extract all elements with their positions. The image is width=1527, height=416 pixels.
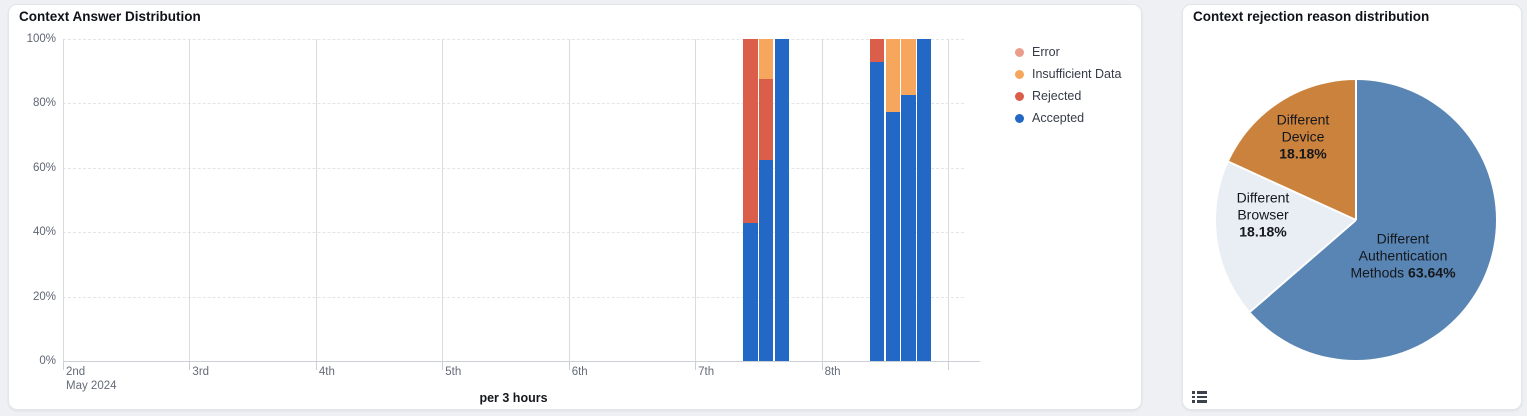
bar-segment-rejected xyxy=(743,39,758,223)
legend-dot-icon xyxy=(1015,47,1024,57)
x-axis-tick xyxy=(63,361,64,370)
bar-chart-plot-area: 100% 80% 60% 40% 20% 0% 2nd May 2024 3rd 4th 5th 6t… xyxy=(27,33,980,392)
stacked-bar[interactable] xyxy=(759,39,774,361)
x-axis-tick xyxy=(442,361,444,370)
y-axis-tick-label: 40% xyxy=(32,226,56,239)
bar-segment-rejected xyxy=(869,39,884,62)
x-axis-tick-label: 8th xyxy=(824,366,841,378)
y-axis-tick-label: 100% xyxy=(26,33,56,45)
x-axis-tick-label: 4th xyxy=(318,366,335,378)
gridline-vertical xyxy=(189,39,191,361)
legend-item-label: Insufficient Data xyxy=(1032,67,1122,81)
stacked-bar[interactable] xyxy=(743,39,758,361)
context-answer-distribution-panel: Context Answer Distribution 100% 80% 60% 40… xyxy=(8,4,1142,410)
legend-item-label: Accepted xyxy=(1032,111,1085,125)
gridline-vertical xyxy=(442,39,444,361)
y-axis-tick-label: 60% xyxy=(32,161,56,174)
pie-slice-divider xyxy=(1355,80,1357,220)
pie-slice-label: Different Browser 18.18% xyxy=(1236,189,1290,240)
gridline-vertical xyxy=(695,39,697,361)
x-axis-tick xyxy=(315,361,317,370)
x-axis-tick xyxy=(821,361,823,370)
gridline-horizontal xyxy=(63,39,964,40)
x-axis-line xyxy=(63,361,980,362)
gridline-horizontal xyxy=(63,167,964,169)
x-axis-tick-label: 2nd May 2024 xyxy=(66,366,117,392)
bar-segment-accepted xyxy=(759,159,774,361)
panel-title: Context rejection reason distribution xyxy=(1193,9,1430,24)
legend-item-label: Error xyxy=(1032,45,1060,59)
bar-segment-accepted xyxy=(917,39,932,361)
bar-segment-accepted xyxy=(774,39,790,361)
x-axis-tick xyxy=(568,361,570,370)
x-axis-tick xyxy=(695,361,697,370)
pie-slice-label: Different Authentication Methods 63.64% xyxy=(1350,230,1456,281)
bar-segment-accepted xyxy=(743,222,758,361)
stacked-bar[interactable] xyxy=(917,39,932,361)
bar-segment-insufficient-data xyxy=(885,39,900,113)
x-axis-tick-label: 3rd xyxy=(192,366,210,378)
bar-segment-accepted xyxy=(869,61,884,361)
legend-item-label: Rejected xyxy=(1032,89,1082,103)
gridline-vertical xyxy=(315,39,317,361)
bar-segment-accepted xyxy=(901,94,916,361)
y-axis-tick-label: 0% xyxy=(39,355,56,367)
gridline-vertical xyxy=(821,39,823,361)
gridline-vertical xyxy=(948,39,949,361)
x-axis-tick-label: 6th xyxy=(571,366,588,378)
panel-title: Context Answer Distribution xyxy=(19,9,201,24)
x-axis-title: per 3 hours xyxy=(479,391,548,405)
y-axis-tick-label: 80% xyxy=(32,97,56,110)
stacked-bar[interactable] xyxy=(869,39,884,361)
legend-item-rejected[interactable]: Rejected xyxy=(1015,85,1121,107)
bar-segment-insufficient-data xyxy=(901,39,916,95)
x-axis-tick-label: 5th xyxy=(445,366,462,378)
gridline-horizontal xyxy=(63,296,964,298)
bar-segment-accepted xyxy=(885,112,900,361)
gridline-vertical xyxy=(568,39,570,361)
bar-segment-insufficient-data xyxy=(759,39,774,80)
stacked-bar[interactable] xyxy=(774,39,790,361)
legend-item-insufficient-data[interactable]: Insufficient Data xyxy=(1015,63,1121,85)
chart-legend: Error Insufficient Data Rejected Accepted xyxy=(1015,41,1121,129)
legend-dot-icon xyxy=(1015,113,1024,123)
stacked-bar[interactable] xyxy=(885,39,900,361)
legend-dot-icon xyxy=(1015,69,1024,79)
list-icon xyxy=(1192,391,1210,403)
x-axis-tick xyxy=(948,361,949,370)
stacked-bar[interactable] xyxy=(901,39,916,361)
pie-slice-label: Different Device 18.18% xyxy=(1276,111,1330,162)
context-rejection-reason-panel: Context rejection reason distribution Di… xyxy=(1182,4,1522,410)
legend-dot-icon xyxy=(1015,91,1024,101)
bar-segment-rejected xyxy=(759,79,774,160)
y-axis-tick-label: 20% xyxy=(32,290,56,303)
gridline-horizontal xyxy=(63,103,964,105)
legend-item-error[interactable]: Error xyxy=(1015,41,1121,63)
x-axis-tick-label: 7th xyxy=(698,366,715,378)
x-axis-tick xyxy=(189,361,191,370)
gridline-horizontal xyxy=(63,232,964,234)
gridline-vertical xyxy=(63,39,64,361)
legend-item-accepted[interactable]: Accepted xyxy=(1015,107,1121,129)
legend-toggle-button[interactable] xyxy=(1192,391,1210,407)
